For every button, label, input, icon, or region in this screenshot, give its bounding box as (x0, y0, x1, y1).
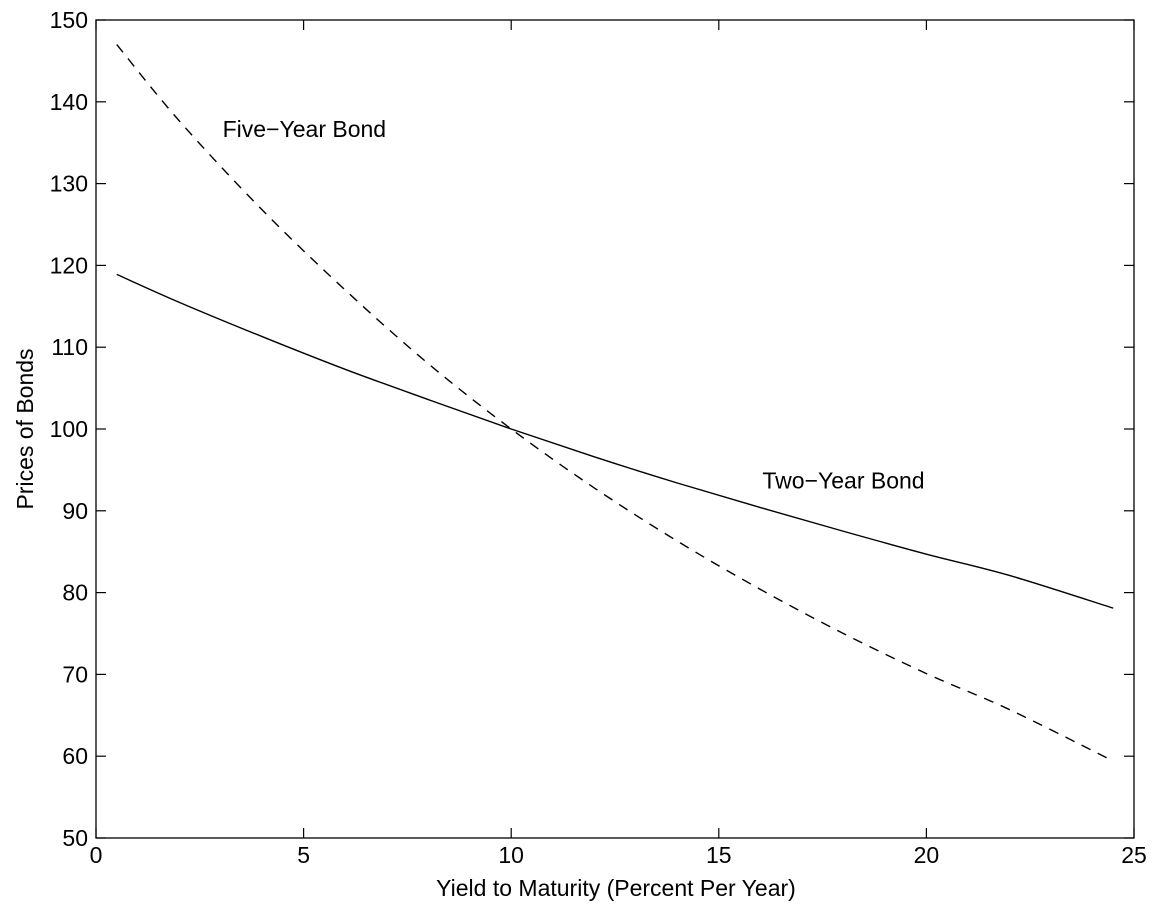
y-tick-label: 120 (50, 252, 88, 278)
y-tick-label: 80 (62, 580, 88, 606)
y-tick-label: 110 (51, 334, 88, 360)
y-tick-label: 60 (62, 743, 88, 769)
y-tick-label: 140 (50, 89, 88, 115)
x-tick-label: 25 (1121, 842, 1147, 868)
plot-area (95, 19, 1135, 839)
y-tick-label: 90 (62, 498, 88, 524)
series-annotations: Five−Year Bond Two−Year Bond (223, 116, 925, 494)
five-year-bond-line (116, 44, 1114, 762)
five-year-bond-label: Five−Year Bond (223, 116, 386, 142)
x-tick-label: 20 (914, 842, 940, 868)
axis-ticks (95, 19, 1135, 839)
x-tick-label: 0 (90, 842, 103, 868)
y-tick-label: 50 (62, 825, 88, 851)
x-tick-label: 5 (297, 842, 310, 868)
x-axis-title: Yield to Maturity (Percent Per Year) (436, 875, 796, 901)
plot-frame (95, 19, 1135, 839)
y-tick-label: 100 (50, 416, 88, 442)
axis-tick-labels: 0 5 10 15 20 25 50 60 70 80 90 100 110 120 130 140 150 (50, 7, 1147, 868)
x-tick-label: 10 (498, 842, 524, 868)
two-year-bond-line (116, 273, 1114, 609)
two-year-bond-label: Two−Year Bond (762, 468, 924, 494)
y-tick-label: 150 (50, 7, 88, 33)
series-layer (116, 44, 1114, 762)
y-tick-label: 70 (62, 661, 88, 687)
y-axis-title: Prices of Bonds (12, 348, 38, 509)
y-tick-label: 130 (50, 171, 88, 197)
x-tick-label: 15 (706, 842, 732, 868)
